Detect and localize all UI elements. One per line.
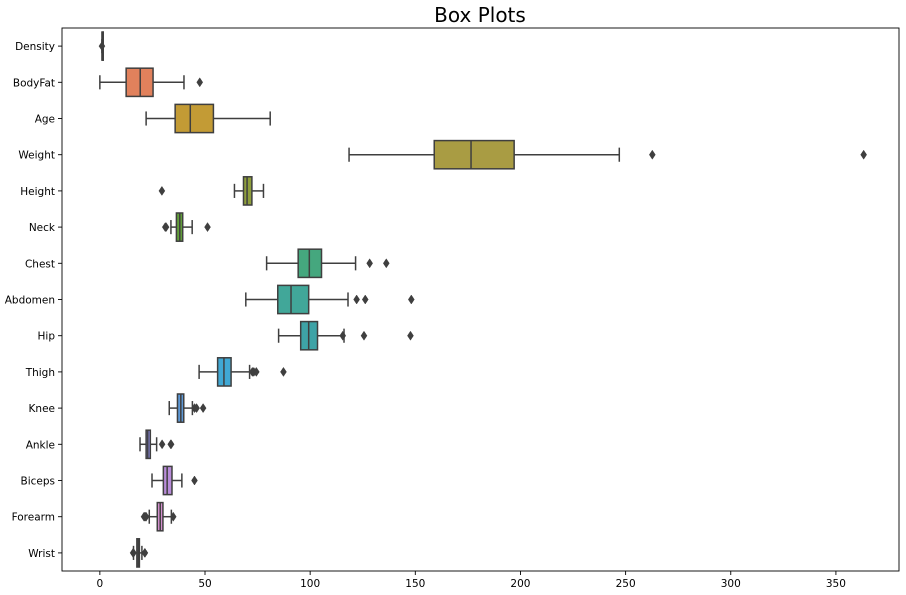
y-category-label: BodyFat <box>13 77 55 89</box>
chart-title: Box Plots <box>434 3 526 27</box>
y-category-label: Wrist <box>28 548 55 560</box>
y-category-label: Thigh <box>25 367 55 379</box>
y-category-label: Forearm <box>12 512 55 524</box>
y-category-label: Chest <box>25 258 55 270</box>
box-iqr <box>277 284 310 315</box>
outlier-point <box>366 258 373 269</box>
outlier-point <box>860 149 867 160</box>
outlier-point <box>169 511 177 522</box>
box-group-forearm: Forearm <box>12 501 177 532</box>
y-category-label: Weight <box>18 150 55 162</box>
box-group-density: Density <box>15 31 106 61</box>
y-category-label: Height <box>20 186 55 198</box>
outlier-point <box>408 294 415 305</box>
x-tick-label: 350 <box>826 578 846 590</box>
x-tick-label: 300 <box>721 578 741 590</box>
outlier-point <box>142 511 150 522</box>
box-group-neck: Neck <box>29 212 211 242</box>
outlier-point <box>191 475 198 486</box>
outlier-point <box>167 439 175 450</box>
outlier-point <box>204 222 211 233</box>
box-iqr <box>174 103 215 134</box>
x-tick-label: 150 <box>405 578 425 590</box>
box-group-height: Height <box>20 176 265 206</box>
box-group-abdomen: Abdomen <box>5 284 415 315</box>
outlier-point <box>162 222 170 233</box>
y-category-label: Abdomen <box>5 295 55 307</box>
outlier-point <box>339 330 347 341</box>
y-category-label: Biceps <box>21 476 56 488</box>
outlier-point <box>382 258 390 269</box>
outlier-point <box>193 403 200 414</box>
y-category-label: Density <box>15 41 55 53</box>
y-category-label: Age <box>35 114 55 126</box>
outlier-point <box>196 77 204 88</box>
outlier-point <box>353 294 360 305</box>
outlier-point <box>130 547 137 558</box>
outlier-point <box>158 439 166 450</box>
outlier-point <box>280 366 287 377</box>
outlier-point <box>158 185 166 196</box>
outlier-point <box>360 330 368 341</box>
x-tick-label: 100 <box>300 578 320 590</box>
x-tick-label: 0 <box>97 578 104 590</box>
y-category-label: Hip <box>38 331 56 343</box>
box-group-hip: Hip <box>38 320 414 351</box>
outlier-point <box>98 41 106 52</box>
box-group-biceps: Biceps <box>21 465 198 496</box>
outlier-point <box>649 149 656 160</box>
x-tick-label: 250 <box>616 578 636 590</box>
box-group-ankle: Ankle <box>26 429 175 460</box>
y-category-label: Knee <box>29 403 55 415</box>
box-group-age: Age <box>35 103 271 134</box>
x-tick-label: 200 <box>510 578 530 590</box>
box-group-weight: Weight <box>18 139 867 170</box>
y-category-label: Neck <box>29 222 56 234</box>
outlier-point <box>407 330 414 341</box>
y-category-label: Ankle <box>26 439 55 451</box>
box-iqr <box>433 139 515 170</box>
outlier-point <box>141 547 149 558</box>
box-group-knee: Knee <box>29 393 207 423</box>
box-group-bodyfat: BodyFat <box>13 67 204 98</box>
box-group-thigh: Thigh <box>25 357 287 387</box>
outlier-point <box>361 294 369 305</box>
x-tick-label: 50 <box>198 578 211 590</box>
plot-area: 0 50 100 150 200 250 300 350 Density BodyFat Age We… <box>5 27 900 590</box>
box-group-wrist: Wrist <box>28 538 149 568</box>
outlier-point <box>253 366 260 377</box>
box-group-chest: Chest <box>25 248 390 279</box>
outlier-point <box>199 403 207 414</box>
